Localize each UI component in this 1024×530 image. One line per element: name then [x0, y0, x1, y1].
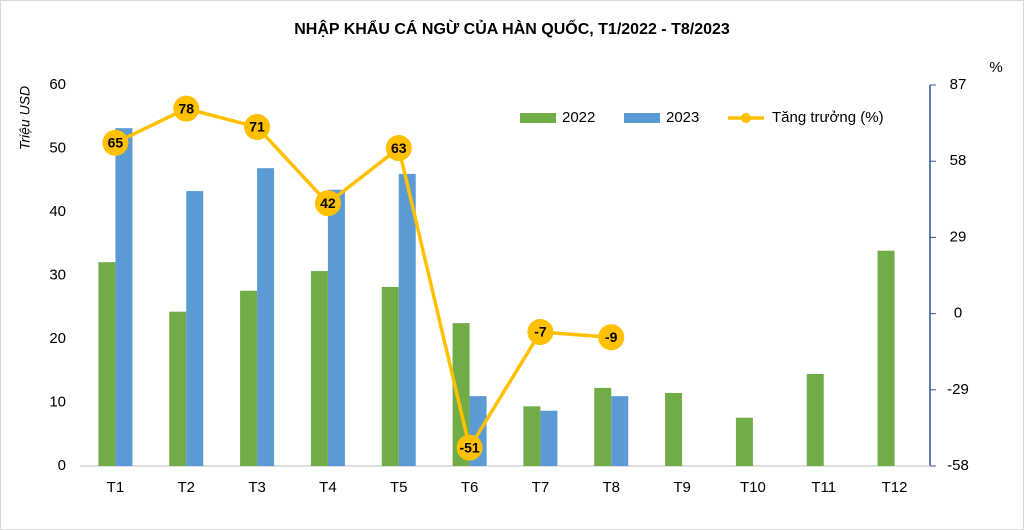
y2-tick-label: -58: [947, 457, 969, 474]
bar: [98, 262, 116, 466]
y-tick-label: 50: [49, 139, 66, 156]
line-point: [173, 95, 200, 122]
data-label: -51: [459, 439, 479, 455]
x-tick-label: T9: [673, 479, 691, 496]
y-tick-label: 60: [49, 76, 66, 93]
data-label: 42: [320, 195, 336, 211]
x-tick-label: T4: [319, 479, 337, 496]
bar: [806, 373, 824, 466]
bar: [398, 173, 416, 466]
data-label: 78: [178, 100, 194, 116]
line-point: [244, 114, 271, 141]
line-point: [527, 318, 554, 345]
x-tick-label: T3: [248, 479, 266, 496]
bar: [240, 290, 258, 466]
y2-tick-label: 0: [954, 305, 962, 322]
data-label: -9: [605, 329, 618, 345]
x-tick-label: T6: [461, 479, 479, 496]
bar: [381, 286, 399, 466]
line-point: [456, 434, 483, 461]
legend-swatch: [741, 113, 751, 123]
bar: [310, 271, 328, 466]
y-axis-label: Triệu USD: [17, 86, 33, 150]
y2-tick-label: 58: [950, 152, 967, 169]
x-tick-label: T2: [177, 479, 195, 496]
x-tick-label: T5: [390, 479, 408, 496]
bar: [523, 406, 541, 466]
bar: [611, 396, 629, 466]
bar: [665, 392, 683, 466]
data-label: -7: [534, 324, 547, 340]
bar: [169, 311, 187, 466]
bar: [540, 410, 558, 466]
x-tick-label: T11: [811, 479, 836, 496]
x-tick-label: T10: [740, 479, 766, 496]
data-label: 71: [249, 119, 265, 135]
x-tick-label: T1: [107, 479, 125, 496]
legend-label: 2023: [666, 109, 699, 126]
bar: [186, 191, 204, 467]
legend-swatch: [624, 113, 660, 123]
data-label: 65: [108, 135, 124, 151]
x-tick-label: T8: [602, 479, 620, 496]
y2-tick-label: 29: [950, 228, 967, 245]
y-tick-label: 40: [49, 203, 66, 220]
y2-axis-label: %: [989, 59, 1002, 76]
bar: [735, 417, 753, 466]
bar: [594, 387, 612, 466]
x-tick-label: T12: [882, 479, 908, 496]
bar: [115, 128, 133, 466]
y-tick-label: 20: [49, 330, 66, 347]
bar: [257, 168, 275, 466]
y2-tick-label: 87: [950, 76, 967, 93]
x-tick-label: T7: [532, 479, 550, 496]
y-tick-label: 0: [58, 457, 66, 474]
legend-swatch: [520, 113, 556, 123]
chart-title: NHẬP KHẨU CÁ NGỪ CỦA HÀN QUỐC, T1/2022 -…: [294, 18, 730, 38]
bar: [327, 189, 345, 466]
y-tick-label: 30: [49, 266, 66, 283]
legend-label: 2022: [562, 109, 595, 126]
line-point: [314, 190, 341, 217]
data-label: 63: [391, 140, 407, 156]
legend-label: Tăng trưởng (%): [772, 109, 884, 126]
y-tick-label: 10: [49, 393, 66, 410]
y2-tick-label: -29: [947, 381, 969, 398]
line-point: [598, 324, 625, 351]
line-point: [385, 135, 412, 162]
bar: [877, 250, 895, 466]
line-point: [102, 129, 129, 156]
